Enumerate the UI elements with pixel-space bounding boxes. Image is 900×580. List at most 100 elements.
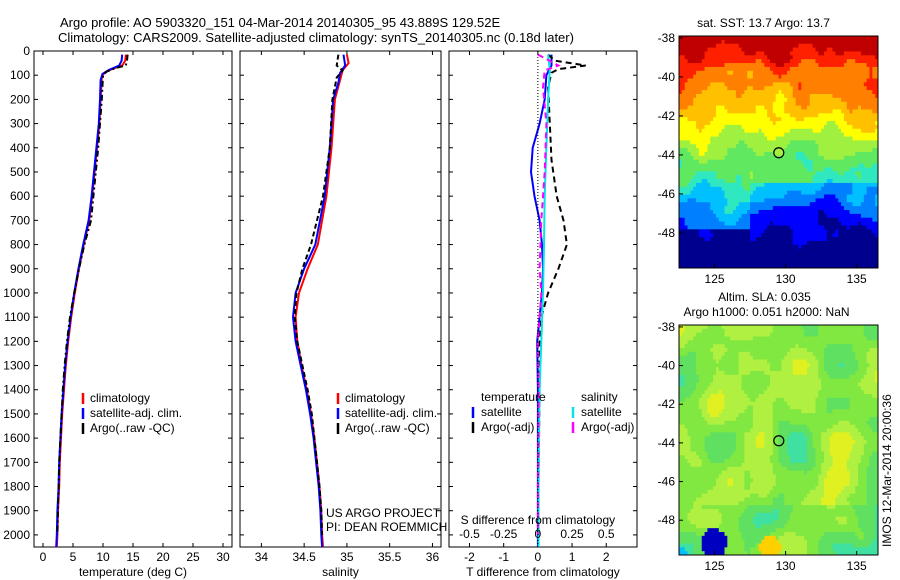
sst_map-cell bbox=[681, 113, 686, 118]
sst_map-cell bbox=[875, 206, 879, 211]
sst_map-cell bbox=[752, 190, 757, 195]
sst_map-cell bbox=[835, 140, 839, 145]
sla_map-cell bbox=[707, 351, 711, 357]
sst_map-cell bbox=[787, 233, 791, 238]
sla_map-cell bbox=[789, 344, 794, 349]
sla_map-cell bbox=[852, 328, 856, 334]
sst_map-cell bbox=[715, 136, 720, 141]
sst_map-cell bbox=[829, 70, 833, 76]
sst_map-cell bbox=[787, 55, 791, 60]
sla_map-cell bbox=[733, 340, 737, 345]
sst_map-cell bbox=[718, 260, 723, 265]
depth-tick-label: 1900 bbox=[3, 504, 30, 518]
sla_map-cell bbox=[704, 351, 708, 357]
sst_map-cell bbox=[721, 198, 725, 203]
sst_map-cell bbox=[843, 121, 848, 126]
sst_map-cell bbox=[730, 63, 734, 68]
sst_map-cell bbox=[863, 244, 868, 250]
sst_map-cell bbox=[804, 233, 808, 238]
salinity-xtick-label: 35 bbox=[340, 550, 354, 564]
sst_map-cell bbox=[849, 36, 853, 41]
sst_map-cell bbox=[696, 213, 700, 219]
sst_map-cell bbox=[863, 148, 868, 153]
sla_map-cell bbox=[693, 351, 697, 357]
sst_map-cell bbox=[809, 198, 814, 203]
sst_map-cell bbox=[761, 148, 765, 153]
profile-title: Argo profile: AO 5903320_151 04-Mar-2014… bbox=[60, 15, 501, 30]
sst_map-cell bbox=[758, 237, 762, 242]
sla_map-cell bbox=[841, 325, 845, 330]
sst_map-cell bbox=[681, 167, 686, 172]
sst_map-cell bbox=[863, 229, 868, 234]
sst_map-cell bbox=[738, 179, 742, 184]
sst_map-cell bbox=[769, 190, 774, 195]
sst_map-cell bbox=[784, 101, 788, 106]
sst_map-cell bbox=[838, 190, 842, 195]
sst_map-cell bbox=[789, 186, 794, 192]
sst_map-cell bbox=[733, 182, 737, 188]
sst_map-cell bbox=[752, 182, 757, 188]
sla_map-cell bbox=[866, 336, 870, 341]
sst_map-cell bbox=[806, 240, 811, 246]
sst_map-cell bbox=[818, 36, 822, 41]
sst_map-cell bbox=[821, 90, 825, 95]
sst_map-cell bbox=[835, 179, 839, 184]
sst_map-cell bbox=[733, 63, 737, 68]
sst_map-cell bbox=[821, 70, 825, 76]
sst_map-cell bbox=[875, 86, 879, 91]
sst_map-cell bbox=[829, 82, 833, 87]
sst_map-cell bbox=[852, 97, 856, 103]
sst_map-cell bbox=[863, 171, 868, 176]
sst_map-cell bbox=[696, 121, 700, 126]
sst_map-cell bbox=[863, 260, 868, 265]
sst_map-cell bbox=[826, 152, 831, 157]
sst_map-cell bbox=[860, 152, 865, 157]
sst_map-cell bbox=[718, 152, 723, 157]
sst_map-cell bbox=[798, 233, 802, 238]
sst_map-cell bbox=[846, 198, 850, 203]
sst_map-cell bbox=[826, 240, 831, 246]
sst_map-cell bbox=[815, 163, 819, 168]
sla_map-cell bbox=[875, 348, 879, 353]
sla_map-cell bbox=[744, 348, 748, 353]
sst_map-cell bbox=[735, 233, 740, 238]
sst_map-cell bbox=[858, 210, 862, 215]
sst_map-cell bbox=[707, 144, 711, 149]
sla_map-cell bbox=[869, 348, 873, 353]
sst_map-cell bbox=[835, 190, 839, 195]
sst_map-cell bbox=[752, 260, 757, 265]
sst_map-cell bbox=[707, 63, 711, 68]
sst_map-cell bbox=[855, 59, 859, 64]
sst_map-cell bbox=[872, 194, 876, 199]
sst_map-cell bbox=[687, 175, 691, 180]
sst_map-cell bbox=[767, 167, 771, 172]
sla_map-cell bbox=[727, 351, 731, 357]
sst_map-cell bbox=[752, 78, 757, 83]
sst_map-cell bbox=[860, 94, 865, 99]
sla_map-cell bbox=[863, 336, 868, 341]
sst_map-cell bbox=[690, 148, 694, 153]
sst_map-cell bbox=[858, 82, 862, 87]
sst_map-cell bbox=[815, 47, 819, 52]
sla_map-cell bbox=[872, 325, 876, 330]
sst_map-cell bbox=[769, 175, 774, 180]
sst_map-cell bbox=[801, 171, 805, 176]
sst_map-cell bbox=[866, 70, 870, 76]
sst_map-cell bbox=[744, 47, 748, 52]
sst_map-cell bbox=[724, 82, 728, 87]
sst_map-cell bbox=[798, 59, 802, 64]
sst_map-cell bbox=[806, 198, 811, 203]
sst_map-cell bbox=[690, 70, 694, 76]
sst_map-cell bbox=[701, 229, 705, 234]
sst_map-cell bbox=[809, 182, 814, 188]
sst_map-cell bbox=[767, 159, 771, 164]
sst_map-cell bbox=[818, 124, 822, 130]
sst_map-cell bbox=[738, 186, 742, 192]
sst_map-cell bbox=[744, 74, 748, 79]
sst_map-cell bbox=[704, 182, 708, 188]
sla_map-cell bbox=[750, 325, 754, 330]
sst_map-cell bbox=[869, 248, 873, 253]
sst_map-cell bbox=[801, 51, 805, 56]
sst_map-cell bbox=[852, 78, 856, 83]
sst_map-cell bbox=[835, 182, 839, 188]
